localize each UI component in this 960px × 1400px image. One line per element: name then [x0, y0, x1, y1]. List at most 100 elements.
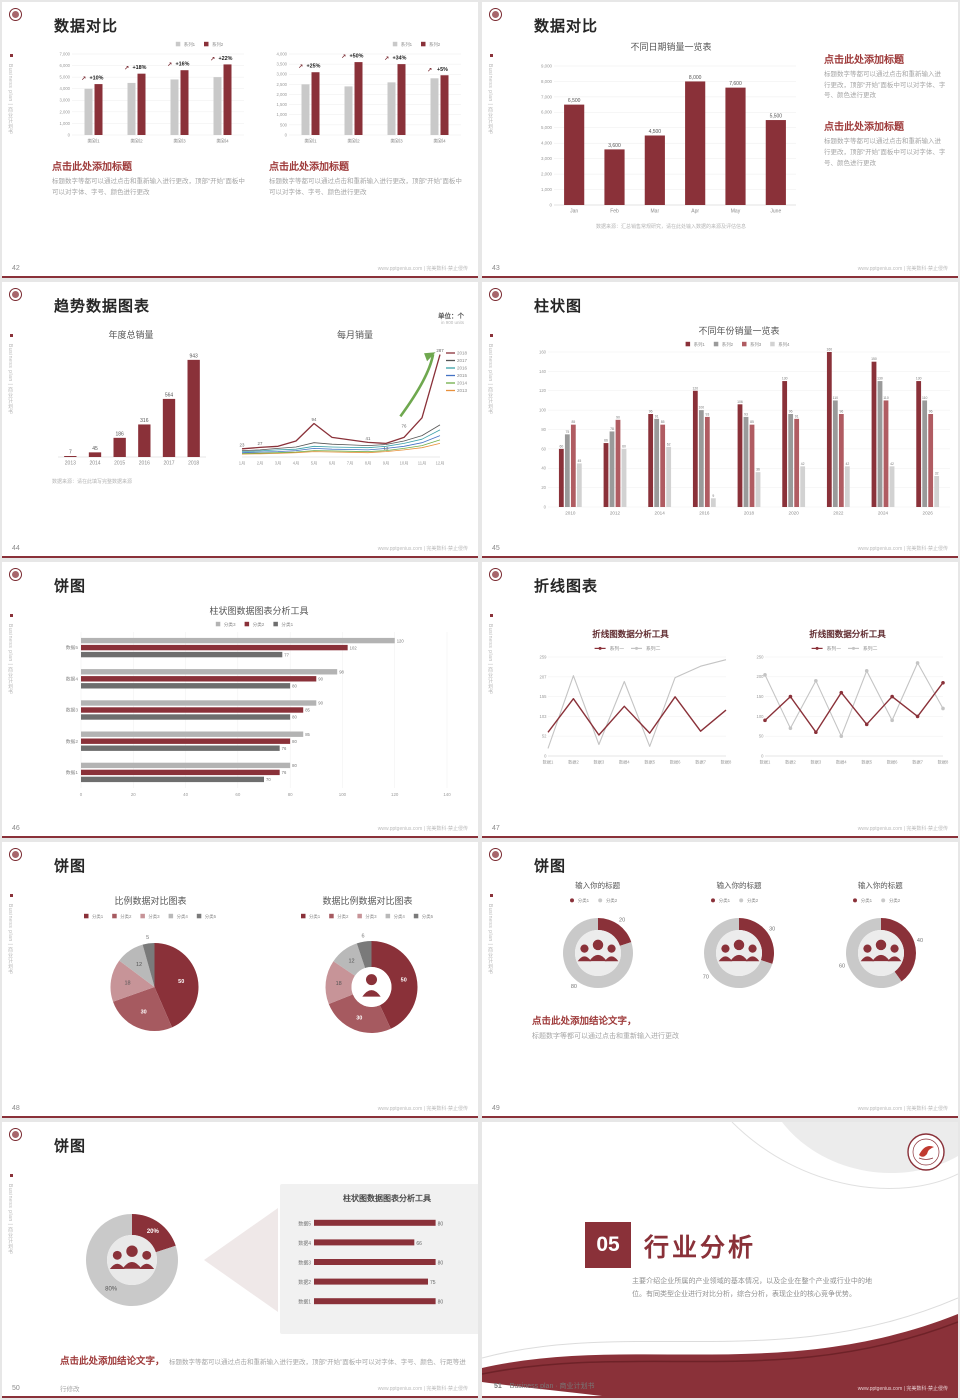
- svg-text:76: 76: [282, 770, 287, 775]
- donut-chart: 分类1 分类2 20 80: [563, 897, 634, 990]
- side-caption: Business plan | 商业计划书: [487, 624, 493, 695]
- svg-text:2013: 2013: [65, 461, 76, 467]
- pie-chart: 分类1 分类2 分类3 分类4 分类5 50 30 18 12 5: [84, 913, 217, 1032]
- svg-text:27: 27: [258, 441, 263, 446]
- svg-text:98: 98: [339, 670, 344, 675]
- footer-credit: www.pptgenius.com | 完美数科·禁止侵传: [377, 266, 468, 272]
- horizontal-bar-chart: 数据5 80 数据4 66 数据3 80 数据2 75 数据1 80: [298, 1219, 443, 1306]
- slide-49-donut-charts[interactable]: Business plan | 商业计划书 饼图 输入你的标题 分类1 分类2 20…: [482, 842, 958, 1118]
- svg-text:系列1: 系列1: [694, 341, 706, 348]
- svg-text:60: 60: [839, 963, 845, 969]
- svg-text:数据5: 数据5: [298, 1220, 311, 1227]
- svg-text:数据1: 数据1: [543, 759, 554, 766]
- slide-51-section-divider[interactable]: 05 行业分析 主要介绍企业所属的产业领域的基本情况，以及企业在整个产业或行业中…: [482, 1122, 958, 1398]
- svg-text:75: 75: [430, 1280, 436, 1286]
- svg-text:140: 140: [443, 792, 451, 797]
- chart-block: 输入你的标题 分类1 分类2 20 80: [532, 880, 663, 1005]
- svg-text:90: 90: [616, 415, 620, 419]
- slide-title: 数据对比: [54, 18, 119, 35]
- chart-title: 输入你的标题: [857, 881, 903, 890]
- svg-text:60: 60: [541, 446, 546, 451]
- brand-logo-icon: [9, 288, 22, 301]
- donut-chart: 分类1 分类2 分类3 分类4 分类5 50 30 18 12 6: [301, 913, 434, 1033]
- brand-logo-icon: [9, 1128, 22, 1141]
- svg-text:186: 186: [115, 431, 124, 437]
- side-accent-mark: [490, 894, 493, 897]
- text-column: 点击此处添加标题 标题数字等都可以通过点击和重新输入进行更改，顶部“开始”面板中…: [810, 40, 946, 258]
- svg-text:4,000: 4,000: [277, 51, 288, 56]
- svg-text:分类3: 分类3: [365, 913, 377, 920]
- svg-text:+25%: +25%: [307, 64, 321, 70]
- svg-text:分类2: 分类2: [253, 621, 265, 628]
- svg-text:120: 120: [692, 386, 698, 390]
- chart-block: 每月销量 1月 2月 3月 4月 5月 6月 7月 8月 9月 10月 11月 12月 23 27 94 41…: [234, 328, 476, 471]
- svg-text:70: 70: [266, 777, 271, 782]
- chart-block: 输入你的标题 分类1 分类2 30 70: [673, 880, 804, 1005]
- svg-text:5,500: 5,500: [770, 114, 783, 120]
- slide-48-pie-charts[interactable]: Business plan | 商业计划书 饼图 比例数据对比图表 分类1 分类2…: [2, 842, 478, 1118]
- paired-bar-chart: 7,000 6,000 5,000 4,000 3,000 2,000 1,000 0 系列1 系…: [60, 41, 244, 145]
- slide-title: 饼图: [54, 858, 87, 875]
- conclusion-heading: 点击此处添加结论文字，: [532, 1016, 637, 1027]
- svg-text:数据2: 数据2: [298, 1279, 311, 1286]
- slide-46-hbar-chart[interactable]: Business plan | 商业计划书 饼图 柱状图数据图表分析工具 0 20…: [2, 562, 478, 838]
- svg-text:140: 140: [539, 369, 547, 374]
- svg-text:Apr: Apr: [691, 209, 699, 215]
- svg-text:May: May: [731, 209, 741, 215]
- svg-text:120: 120: [391, 792, 399, 797]
- block-heading: 点击此处添加标题: [824, 55, 904, 66]
- svg-text:2,000: 2,000: [60, 109, 71, 114]
- svg-text:0: 0: [544, 504, 547, 509]
- svg-text:106: 106: [737, 400, 743, 404]
- svg-text:42: 42: [890, 462, 894, 466]
- footer-credit: www.pptgenius.com | 完美数科·禁止侵传: [377, 1386, 468, 1392]
- slide-42-data-compare[interactable]: Business plan | 商业计划书 数据对比 7,000 6,000 5,0…: [2, 2, 478, 278]
- page-number-value: 51: [494, 1383, 502, 1390]
- svg-text:7: 7: [69, 450, 72, 456]
- svg-text:96: 96: [789, 410, 793, 414]
- svg-text:80%: 80%: [105, 1286, 118, 1292]
- page-number: 47: [492, 825, 500, 832]
- slide-43-data-compare[interactable]: Business plan | 商业计划书 数据对比 不同日期销量一览表 9,0…: [482, 2, 958, 278]
- slide-content: 比例数据对比图表 分类1 分类2 分类3 分类4 分类5 50 30 18 12 5 数据比例数据…: [52, 894, 466, 1098]
- svg-text:100: 100: [698, 406, 704, 410]
- svg-text:120: 120: [539, 388, 547, 393]
- side-caption: Business plan | 商业计划书: [7, 1184, 13, 1255]
- svg-text:5月: 5月: [311, 461, 318, 467]
- slide-44-trend-charts[interactable]: Business plan | 商业计划书 趋势数据图表 单位：个 in 900…: [2, 282, 478, 558]
- svg-text:2018: 2018: [457, 351, 468, 356]
- svg-text:分类1: 分类1: [578, 897, 590, 904]
- svg-text:85: 85: [305, 708, 310, 713]
- page-number: 49: [492, 1105, 500, 1112]
- brand-logo-icon: [9, 8, 22, 21]
- chart-block: 折线图数据分析工具 259 207 155 103 52 0 数据1 数据2 数据3 数据4 数据5…: [532, 628, 733, 818]
- svg-text:↗: ↗: [341, 55, 346, 61]
- footer-credit: www.pptgenius.com | 完美数科·禁止侵传: [857, 826, 948, 832]
- slide-content: 年度总销量 7 2013 45 2014 186 2015 316 2016 564 2017 94…: [52, 320, 468, 538]
- svg-text:60: 60: [622, 444, 626, 448]
- svg-text:45: 45: [92, 446, 98, 452]
- svg-text:18: 18: [336, 981, 342, 987]
- donut-chart: 20% 80%: [85, 1214, 178, 1306]
- chart-title: 年度总销量: [108, 330, 154, 340]
- slide-47-line-charts[interactable]: Business plan | 商业计划书 折线图表 折线图数据分析工具 259…: [482, 562, 958, 838]
- side-accent-mark: [490, 334, 493, 337]
- svg-text:50: 50: [759, 734, 764, 739]
- svg-text:90: 90: [318, 677, 323, 682]
- slide-45-column-chart[interactable]: Business plan | 商业计划书 柱状图 不同年份销量一览表 0 20 4…: [482, 282, 958, 558]
- chart-title: 折线图数据分析工具: [592, 629, 669, 639]
- svg-text:数据1: 数据1: [760, 759, 771, 766]
- svg-text:分类2: 分类2: [606, 897, 618, 904]
- svg-text:42: 42: [845, 462, 849, 466]
- funnel-shape: [204, 1208, 278, 1312]
- line-chart: 1月 2月 3月 4月 5月 6月 7月 8月 9月 10月 11月 12月 23 27 94 41 13 76 2…: [239, 348, 468, 467]
- svg-text:7,600: 7,600: [729, 81, 742, 87]
- svg-text:数据7: 数据7: [695, 759, 706, 766]
- conclusion-paragraph: 点击此处添加结论文字， 标题数字等都可以通过点击和重新输入进行更改，顶部“开始”…: [60, 1346, 466, 1396]
- svg-text:+50%: +50%: [350, 54, 364, 60]
- svg-text:分类4: 分类4: [394, 913, 406, 920]
- svg-text:50: 50: [401, 978, 407, 984]
- svg-text:94: 94: [312, 417, 317, 422]
- svg-text:分类2: 分类2: [120, 913, 132, 920]
- slide-50-donut-funnel[interactable]: Business plan | 商业计划书 饼图 20% 80% 柱状图数据图表分…: [2, 1122, 478, 1398]
